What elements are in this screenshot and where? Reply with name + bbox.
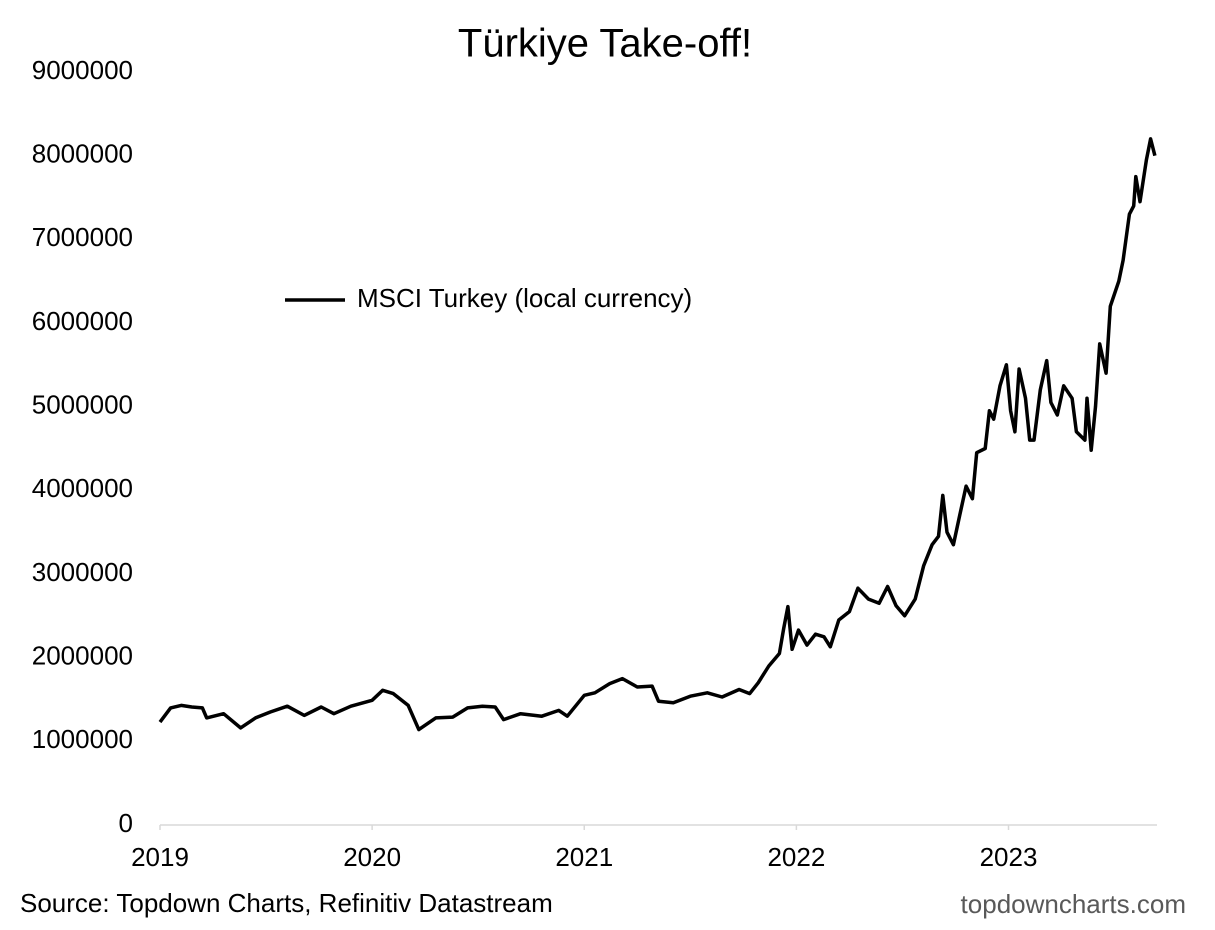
y-tick-label: 0 — [119, 808, 133, 838]
x-tick-label: 2020 — [343, 842, 401, 872]
y-tick-label: 2000000 — [32, 641, 133, 671]
x-tick-label: 2019 — [131, 842, 189, 872]
y-tick-label: 7000000 — [32, 222, 133, 252]
source-note: Source: Topdown Charts, Refinitiv Datast… — [20, 888, 553, 918]
y-tick-label: 6000000 — [32, 306, 133, 336]
x-tick-label: 2021 — [555, 842, 613, 872]
y-tick-label: 3000000 — [32, 557, 133, 587]
y-tick-label: 1000000 — [32, 724, 133, 754]
y-tick-label: 5000000 — [32, 390, 133, 420]
x-tick-label: 2023 — [980, 842, 1038, 872]
y-tick-label: 9000000 — [32, 55, 133, 85]
x-tick-label: 2022 — [767, 842, 825, 872]
watermark: topdowncharts.com — [961, 889, 1186, 919]
y-tick-label: 4000000 — [32, 473, 133, 503]
data-line — [158, 137, 1157, 732]
y-tick-label: 8000000 — [32, 139, 133, 169]
chart-title: Türkiye Take-off! — [458, 22, 752, 66]
legend-label: MSCI Turkey (local currency) — [357, 283, 692, 313]
